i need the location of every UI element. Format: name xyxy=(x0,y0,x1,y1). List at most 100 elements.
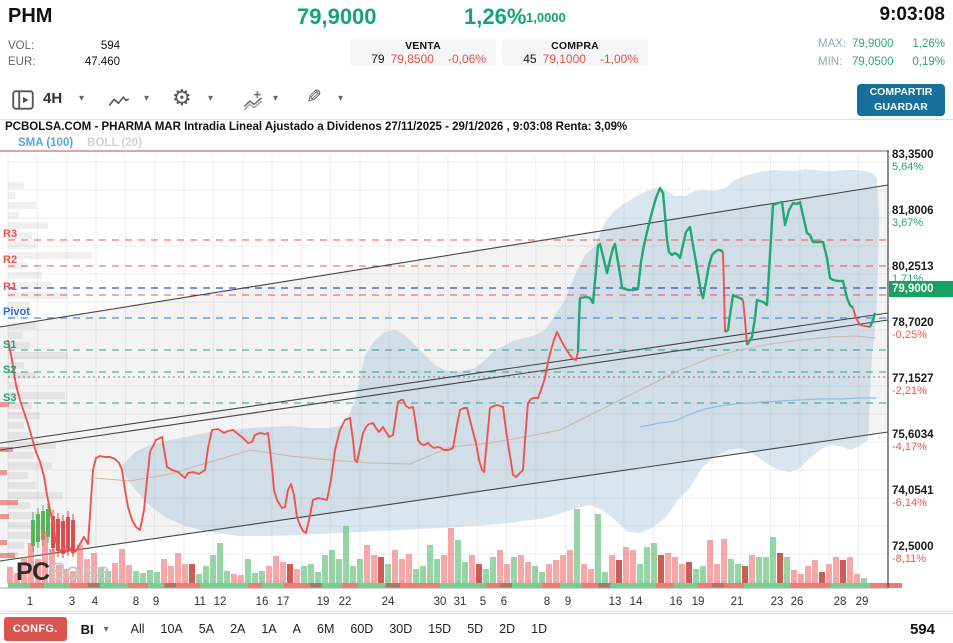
activity-strip-segment xyxy=(230,583,248,588)
volume-profile-bar xyxy=(8,392,65,399)
ask-label: VENTA xyxy=(405,40,441,52)
activity-strip-segment xyxy=(70,583,88,588)
volume-bar xyxy=(287,564,293,583)
draw-pencil-icon[interactable]: ✎ xyxy=(306,87,322,108)
volume-bar xyxy=(511,557,517,583)
x-axis-label: 31 xyxy=(454,596,467,608)
chart-legend: SMA (100) BOLL (20) xyxy=(18,137,142,149)
volume-bar xyxy=(455,540,461,583)
y-axis-percent: 3,67% xyxy=(892,217,923,229)
range-2a[interactable]: 2A xyxy=(230,622,246,636)
volume-bar xyxy=(777,553,783,583)
volume-bar xyxy=(231,574,237,583)
volume-bar xyxy=(203,566,209,583)
volume-bar xyxy=(98,567,104,583)
x-axis-label: 21 xyxy=(731,596,744,608)
bid-percent: -1,00% xyxy=(599,52,638,66)
max-percent: 1,26% xyxy=(912,38,945,50)
chart-type-icon[interactable] xyxy=(106,89,132,116)
activity-strip-segment xyxy=(100,583,128,588)
range-30d[interactable]: 30D xyxy=(389,622,413,636)
volume-bar xyxy=(56,565,62,583)
x-axis-label: 16 xyxy=(670,596,683,608)
volume-bar xyxy=(63,569,69,583)
volume-bar xyxy=(609,555,615,583)
x-axis-label: 12 xyxy=(214,596,227,608)
volume-bar xyxy=(840,560,846,583)
range-10a[interactable]: 10A xyxy=(160,622,183,636)
volume-profile-bar xyxy=(8,372,36,379)
volume-profile-bar xyxy=(8,222,48,229)
range-1d[interactable]: 1D xyxy=(531,622,548,636)
trend-line xyxy=(0,319,889,451)
x-axis-label: 1 xyxy=(27,596,33,608)
volume-bar xyxy=(70,571,76,583)
range-6m[interactable]: 6M xyxy=(317,622,335,636)
bid-quote-box[interactable]: COMPRA 45 79,1000 -1,00% xyxy=(502,39,648,66)
volume-bar xyxy=(567,550,573,583)
volume-bar xyxy=(532,566,538,583)
activity-strip-segment xyxy=(466,583,486,588)
config-button[interactable]: CONFG. xyxy=(4,617,67,641)
gear-icon[interactable]: ⚙ xyxy=(172,85,192,110)
eur-label: EUR: xyxy=(8,56,36,68)
legend-boll[interactable]: BOLL (20) xyxy=(87,137,142,149)
volume-bar xyxy=(224,571,230,583)
range-15d[interactable]: 15D xyxy=(428,622,452,636)
x-axis-label: 8 xyxy=(544,596,550,608)
add-indicator-caret-icon[interactable]: ▾ xyxy=(273,93,279,104)
volume-profile-bar xyxy=(8,252,92,259)
share-save-button[interactable]: COMPARTIR GUARDAR xyxy=(857,84,945,116)
volume-profile-red-bar xyxy=(0,402,9,407)
chart-type-caret-icon[interactable]: ▾ xyxy=(144,93,150,104)
pivot-label: S1 xyxy=(3,339,16,351)
range-2d[interactable]: 2D xyxy=(499,622,516,636)
range-all[interactable]: All xyxy=(130,622,145,636)
settings-caret-icon[interactable]: ▾ xyxy=(208,93,214,104)
volume-bar xyxy=(721,539,727,583)
volume-bar xyxy=(14,573,20,583)
activity-strip-segment xyxy=(164,583,176,588)
save-label: GUARDAR xyxy=(874,101,928,113)
add-indicator-icon[interactable] xyxy=(240,89,266,116)
interval-selector[interactable]: BI xyxy=(80,621,94,637)
range-60d[interactable]: 60D xyxy=(350,622,374,636)
share-label: COMPARTIR xyxy=(869,86,933,98)
volume-bar xyxy=(322,555,328,583)
panel-toggle-icon[interactable] xyxy=(10,87,36,118)
ask-size: 79 xyxy=(371,52,385,66)
x-axis-label: 13 xyxy=(609,596,622,608)
range-1a[interactable]: 1A xyxy=(261,622,277,636)
volume-bar xyxy=(462,562,468,583)
sma-line xyxy=(94,335,877,482)
volume-profile-red-bar xyxy=(0,500,18,505)
ask-quote-box[interactable]: VENTA 79 79,8500 -0,06% xyxy=(350,39,496,66)
y-axis-percent: 5,64% xyxy=(892,161,923,173)
range-5a[interactable]: 5A xyxy=(198,622,215,636)
volume-profile-bar xyxy=(8,342,30,349)
volume-bar xyxy=(518,555,524,583)
activity-strip-segment xyxy=(400,583,418,588)
range-a[interactable]: A xyxy=(292,622,301,636)
timeframe-caret-icon[interactable]: ▾ xyxy=(79,93,85,104)
x-axis-label: 26 xyxy=(791,596,804,608)
bollinger-cloud xyxy=(120,169,879,536)
x-axis-label: 5 xyxy=(480,596,486,608)
volume-bar xyxy=(588,569,594,583)
volume-bar xyxy=(658,555,664,583)
volume-bar xyxy=(679,564,685,583)
interval-caret-icon[interactable]: ▾ xyxy=(103,623,109,635)
volume-bar xyxy=(581,564,587,583)
volume-profile-bar xyxy=(8,202,36,209)
y-axis-price: 83,3500 xyxy=(892,149,934,161)
volume-bar xyxy=(448,528,454,583)
volume-bar xyxy=(252,573,258,583)
activity-strip-segment xyxy=(88,583,100,588)
legend-sma[interactable]: SMA (100) xyxy=(18,137,74,149)
activity-strip-segment xyxy=(768,583,790,588)
timeframe-selector[interactable]: 4H xyxy=(43,90,63,107)
range-5d[interactable]: 5D xyxy=(467,622,484,636)
last-price-axis-badge: 79,9000 xyxy=(889,281,953,297)
draw-caret-icon[interactable]: ▾ xyxy=(338,93,344,104)
